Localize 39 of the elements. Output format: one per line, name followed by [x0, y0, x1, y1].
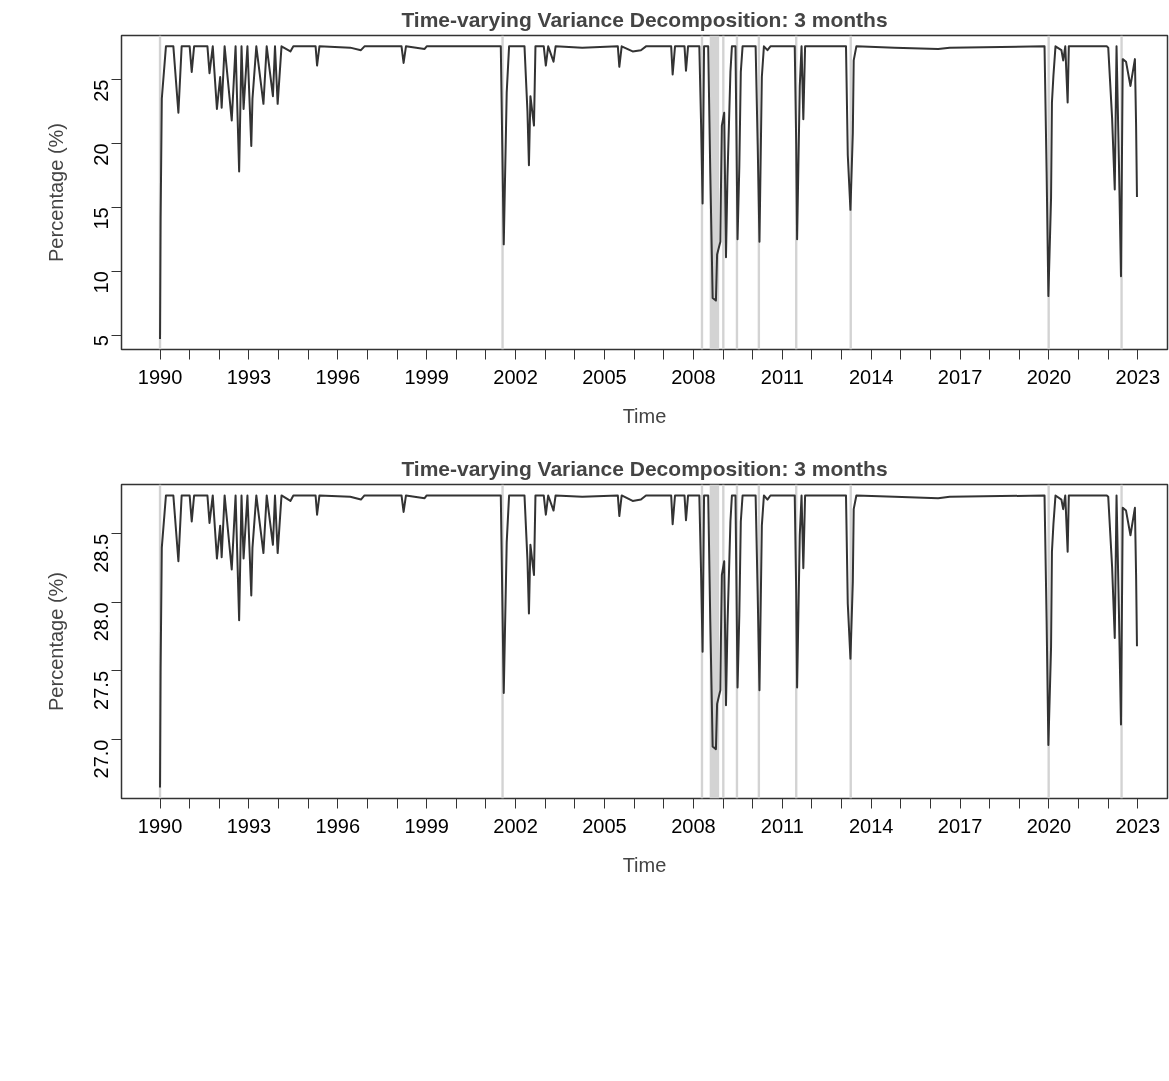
x-tick-label: 1996 [315, 814, 361, 837]
x-tick-label: 2023 [1115, 365, 1161, 388]
x-tick-label: 1993 [226, 814, 272, 837]
x-tick-label: 2011 [760, 814, 804, 837]
x-tick-label: 2005 [582, 814, 627, 837]
x-tick-label: 2020 [1026, 365, 1072, 388]
x-tick-label: 2008 [671, 365, 716, 388]
x-tick-label: 2023 [1115, 814, 1161, 837]
x-tick-label: 2017 [937, 365, 983, 388]
x-tick-label: 1999 [404, 814, 449, 837]
x-tick-label: 2014 [848, 365, 894, 388]
x-tick-label: 1993 [226, 365, 272, 388]
x-tick-label: 2017 [937, 814, 983, 837]
x-tick-label: 2011 [760, 365, 804, 388]
y-tick-label: 25 [90, 79, 113, 102]
y-tick-label: 15 [90, 207, 113, 230]
y-tick-label: 5 [90, 335, 113, 347]
chart-title: Time-varying Variance Decomposition: 3 months [401, 7, 888, 31]
y-tick-label: 27.0 [90, 739, 113, 779]
y-axis-title: Percentage (%) [44, 572, 67, 711]
x-tick-label: 1990 [137, 365, 183, 388]
x-axis-title: Time [622, 404, 667, 427]
x-tick-label: 2002 [493, 814, 538, 837]
x-tick-label: 2020 [1026, 814, 1072, 837]
x-tick-label: 1996 [315, 365, 361, 388]
x-tick-label: 1999 [404, 365, 449, 388]
x-tick-label: 2002 [493, 365, 538, 388]
y-tick-label: 20 [90, 143, 113, 166]
y-tick-label: 28.5 [90, 533, 113, 573]
y-axis-title: Percentage (%) [44, 123, 67, 262]
x-tick-label: 1990 [137, 814, 183, 837]
y-tick-label: 28.0 [90, 602, 113, 642]
y-tick-label: 10 [90, 271, 113, 294]
x-tick-label: 2014 [848, 814, 894, 837]
x-tick-label: 2005 [582, 365, 627, 388]
chart-title: Time-varying Variance Decomposition: 3 months [401, 456, 888, 480]
y-tick-label: 27.5 [90, 670, 113, 710]
x-axis-title: Time [622, 853, 667, 876]
x-tick-label: 2008 [671, 814, 716, 837]
